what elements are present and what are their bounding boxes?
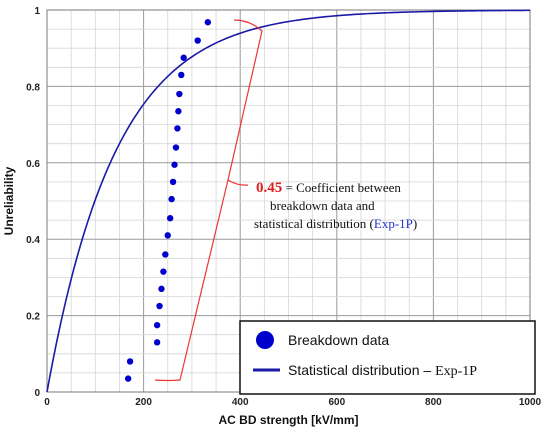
x-tick-label: 200 xyxy=(135,397,152,408)
data-point xyxy=(172,144,180,151)
data-point xyxy=(169,178,177,186)
y-tick-label: 0.4 xyxy=(26,235,40,246)
annotation-line-3: statistical distribution (Exp-1P) xyxy=(254,216,417,231)
series-breakdown-points xyxy=(124,19,212,382)
legend-label-distribution-link: Exp-1P xyxy=(435,364,477,379)
legend-label-breakdown-data: Breakdown data xyxy=(288,332,389,348)
annotation-bracket-left xyxy=(154,179,249,382)
data-point xyxy=(171,161,178,168)
data-point xyxy=(178,71,185,79)
y-tick-label: 0.2 xyxy=(26,312,40,323)
legend-marker-breakdown-data xyxy=(256,331,274,349)
annotation-line-3-link: Exp-1P xyxy=(374,216,413,231)
data-point xyxy=(180,54,187,61)
legend-label-distribution: Statistical distribution – Exp-1P xyxy=(288,362,477,379)
annotation-line-3-prefix: statistical distribution ( xyxy=(254,216,374,231)
annotation-bracket-right xyxy=(227,19,263,181)
y-tick-label: 0 xyxy=(34,388,40,399)
y-tick-label: 0.6 xyxy=(26,159,40,170)
data-point xyxy=(124,375,132,382)
data-point xyxy=(204,19,212,26)
data-point xyxy=(158,285,165,293)
annotation-line-3-suffix: ) xyxy=(413,216,417,231)
y-tick-label: 0.8 xyxy=(26,82,40,93)
x-tick-label: 1000 xyxy=(519,397,542,408)
legend-box xyxy=(239,320,536,395)
legend-label-distribution-prefix: Statistical distribution – xyxy=(288,362,435,378)
data-point xyxy=(175,108,182,115)
annotation-coefficient-value: 0.45 xyxy=(256,180,282,196)
data-point xyxy=(174,125,181,132)
x-tick-label: 800 xyxy=(425,397,442,408)
data-point xyxy=(156,302,163,310)
data-point xyxy=(153,339,161,346)
data-point xyxy=(176,90,183,98)
x-tick-label: 0 xyxy=(44,397,50,408)
x-tick-label: 400 xyxy=(232,397,249,408)
y-tick-label: 1 xyxy=(34,6,40,17)
x-axis-title: AC BD strength [kV/mm] xyxy=(218,413,358,427)
annotation-line-1-text: = Coefficient between xyxy=(282,180,401,195)
data-point xyxy=(166,214,174,222)
data-point xyxy=(168,195,175,203)
annotation-line-1: 0.45 = Coefficient between xyxy=(256,180,401,196)
data-point xyxy=(162,251,169,258)
data-point xyxy=(164,232,171,239)
data-point xyxy=(160,268,167,275)
data-point xyxy=(194,37,201,44)
y-axis-title: Unreliability xyxy=(2,166,16,235)
tick-labels: 0 200 400 600 800 1000 0 0.2 0.4 0.6 0.8 1 xyxy=(26,6,541,408)
annotation-line-2: breakdown data and xyxy=(270,198,375,213)
x-tick-label: 600 xyxy=(328,397,345,408)
data-point xyxy=(126,358,134,365)
data-point xyxy=(153,321,161,329)
legend: Breakdown data Statistical distribution … xyxy=(239,320,536,395)
series-exp-1p-curve xyxy=(46,9,531,393)
